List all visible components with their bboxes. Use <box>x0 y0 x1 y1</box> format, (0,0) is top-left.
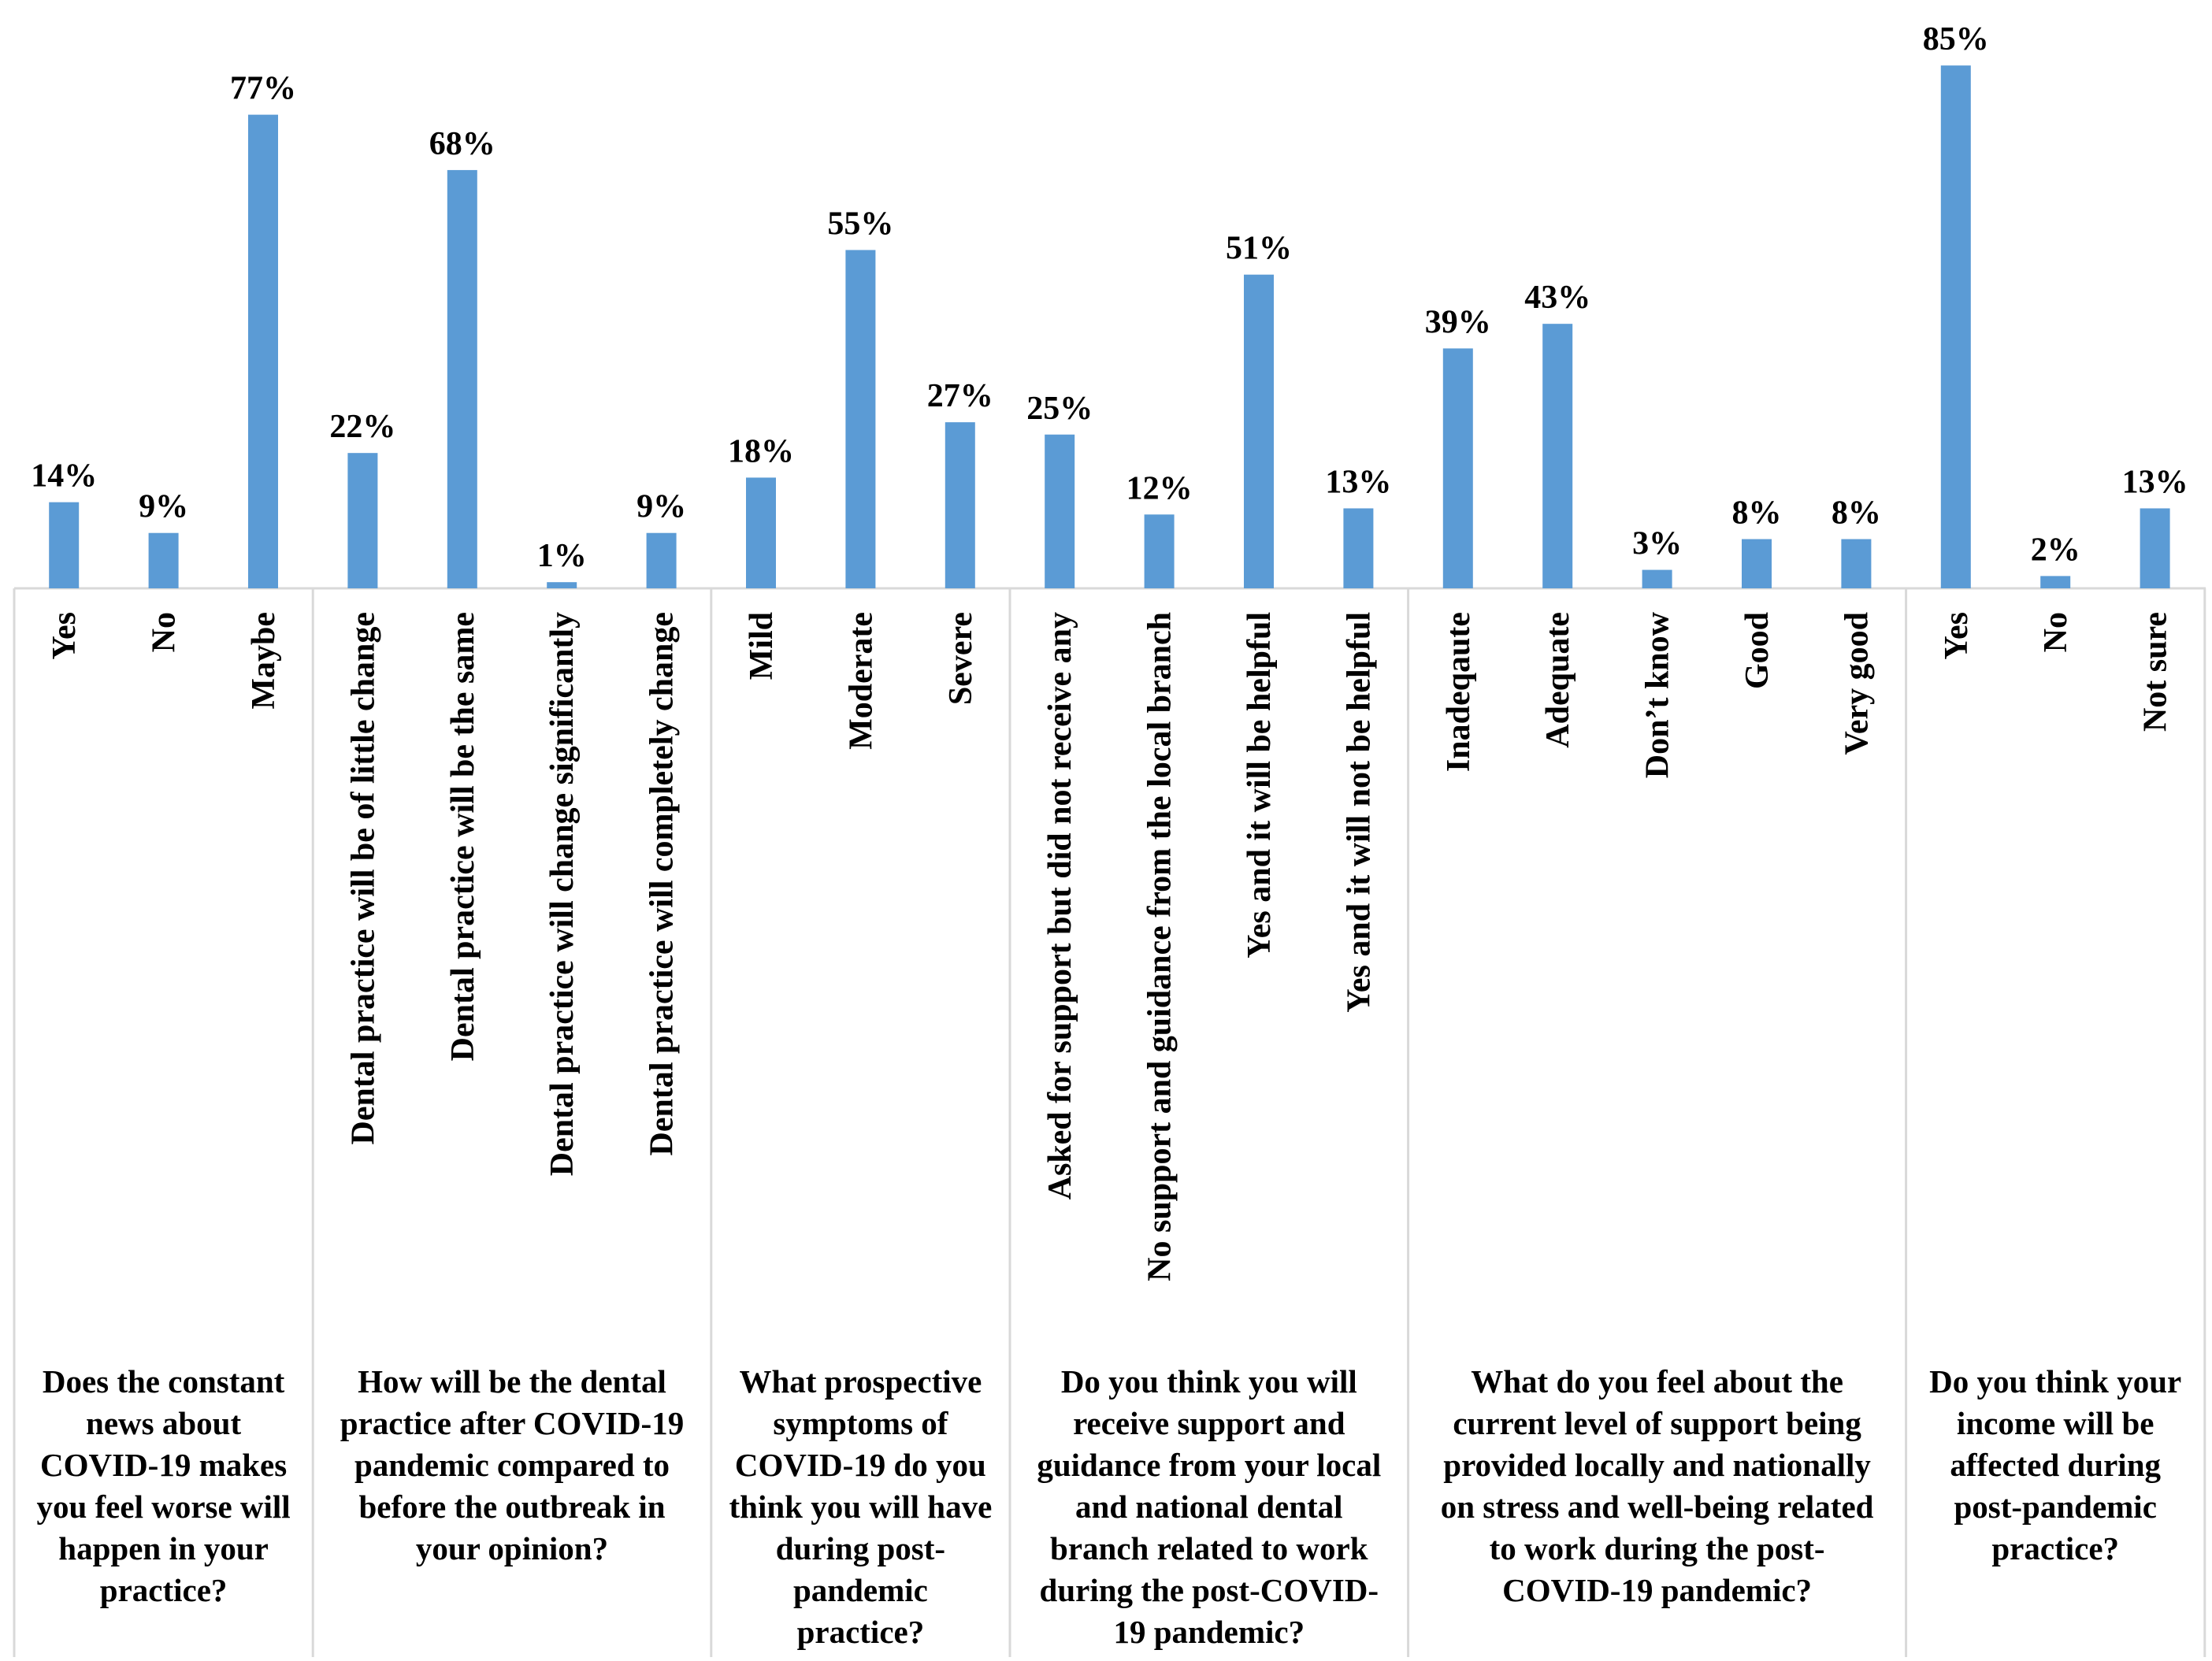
bar <box>746 477 776 588</box>
category-label: Asked for support but did not receive an… <box>1042 612 1078 1199</box>
category-label: Good <box>1739 612 1776 689</box>
category-label: Mild <box>744 612 780 680</box>
category-label: Dental practice will change significantl… <box>544 612 581 1176</box>
data-label: 18% <box>728 433 794 469</box>
category-label: Adequate <box>1540 612 1576 748</box>
bar <box>1940 65 1971 588</box>
question-label: Do you think your income will be affected … <box>1929 1363 2181 1566</box>
bar <box>845 250 876 588</box>
bars-group <box>49 65 2170 589</box>
data-label: 9% <box>139 489 188 525</box>
category-label: Dental practice will completely change <box>644 612 681 1156</box>
question-labels-group: Does the constant news about COVID-19 make… <box>36 1363 2181 1650</box>
bar <box>1144 514 1175 588</box>
bar <box>2040 576 2071 588</box>
data-label: 13% <box>2122 464 2188 500</box>
category-label: Yes <box>46 612 83 660</box>
category-label: Yes <box>1939 612 1975 660</box>
data-label: 39% <box>1425 304 1491 340</box>
data-label: 12% <box>1126 470 1193 506</box>
data-label: 8% <box>1832 495 1881 532</box>
bar <box>1343 508 1374 588</box>
bar <box>1742 539 1772 588</box>
category-label: Don’t know <box>1640 611 1676 778</box>
data-label: 77% <box>230 71 296 107</box>
data-label: 85% <box>1923 21 1989 57</box>
data-label: 3% <box>1632 526 1682 562</box>
data-label: 22% <box>329 409 395 445</box>
category-label: Maybe <box>246 612 282 710</box>
category-label: Dental practice will be the same <box>445 612 481 1061</box>
category-label: No support and guidance from the local b… <box>1142 612 1178 1281</box>
bar <box>148 532 179 588</box>
data-label: 25% <box>1026 391 1093 427</box>
bar <box>1841 539 1872 588</box>
question-label: How will be the dental practice after COV… <box>340 1363 684 1566</box>
category-label: Not sure <box>2138 612 2174 732</box>
bar <box>347 453 378 588</box>
category-label: No <box>2038 612 2074 652</box>
bar <box>1642 569 1672 588</box>
data-label: 2% <box>2031 532 2080 568</box>
category-label: Moderate <box>843 612 879 750</box>
bar <box>945 422 975 588</box>
bar <box>1442 348 1473 588</box>
data-label: 8% <box>1732 495 1782 532</box>
bar <box>1542 324 1573 588</box>
category-label: Dental practice will be of little change <box>345 612 381 1145</box>
bar <box>248 114 278 588</box>
category-labels-group: Yes No Maybe Dental practice will be of lit… <box>46 611 2173 1281</box>
category-label: Yes and it will not be helpful <box>1341 612 1377 1013</box>
category-label: Inadeqaute <box>1441 612 1477 772</box>
data-label: 13% <box>1325 464 1391 500</box>
bar <box>2140 508 2170 588</box>
data-label: 51% <box>1226 231 1292 267</box>
value-labels-group: 14% 9% 77% 22% 68% 1% 9% 18% 55% 27% 25% 12% 51% 13% 3… <box>31 21 2188 574</box>
data-label: 27% <box>927 378 993 414</box>
category-label: Yes and it will be helpful <box>1241 612 1278 958</box>
bar <box>1244 274 1274 588</box>
bar <box>447 169 477 589</box>
data-label: 43% <box>1524 280 1590 316</box>
category-label: No <box>147 612 183 652</box>
question-label: Does the constant news about COVID-19 make… <box>36 1363 290 1608</box>
category-label: Severe <box>943 612 979 705</box>
axes-group <box>13 587 2206 1657</box>
bar <box>547 582 577 588</box>
category-label: Very good <box>1839 612 1875 755</box>
question-label: What do you feel about the current level … <box>1441 1363 1874 1608</box>
data-label: 1% <box>537 538 587 574</box>
data-label: 55% <box>827 206 893 242</box>
data-label: 9% <box>637 489 686 525</box>
question-label: What prospective symptoms of COVID-19 do y… <box>729 1363 993 1650</box>
bar <box>646 532 677 588</box>
data-label: 68% <box>429 126 495 162</box>
bar <box>49 502 80 588</box>
data-label: 14% <box>31 458 97 495</box>
bar <box>1045 434 1075 588</box>
question-label: Do you think you will receive support and… <box>1037 1363 1381 1650</box>
